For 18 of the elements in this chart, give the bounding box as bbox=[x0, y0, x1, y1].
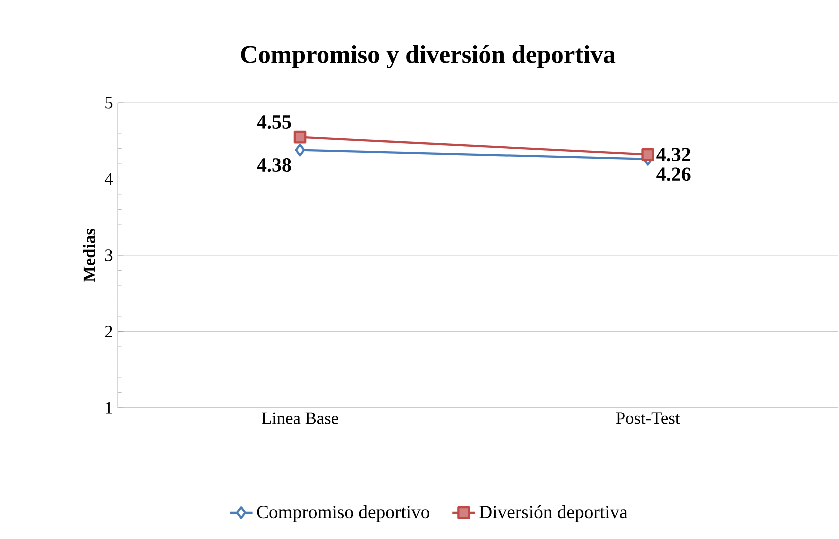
y-tick-label: 4 bbox=[104, 174, 114, 185]
data-label: 4.32 bbox=[656, 148, 690, 162]
x-tick-label: Post-Test bbox=[616, 412, 680, 424]
chart-title: Compromiso y diversión deportiva bbox=[241, 45, 616, 69]
data-label: 4.38 bbox=[257, 158, 292, 172]
data-label: 4.55 bbox=[257, 116, 292, 130]
x-tick-label: Linea Base bbox=[262, 412, 338, 424]
y-tick-label: 3 bbox=[105, 250, 113, 262]
y-tick-label: 2 bbox=[105, 326, 112, 338]
y-tick-label: 5 bbox=[106, 97, 113, 109]
y-tick-label: 1 bbox=[106, 402, 112, 414]
data-label: 4.26 bbox=[656, 168, 691, 182]
point bbox=[642, 148, 654, 162]
y-axis-title: Medias bbox=[83, 228, 96, 282]
legend-label: Diversión deportiva bbox=[480, 505, 628, 522]
legend-label: Compromiso deportivo bbox=[257, 505, 430, 522]
point bbox=[295, 144, 306, 157]
point bbox=[294, 130, 307, 144]
